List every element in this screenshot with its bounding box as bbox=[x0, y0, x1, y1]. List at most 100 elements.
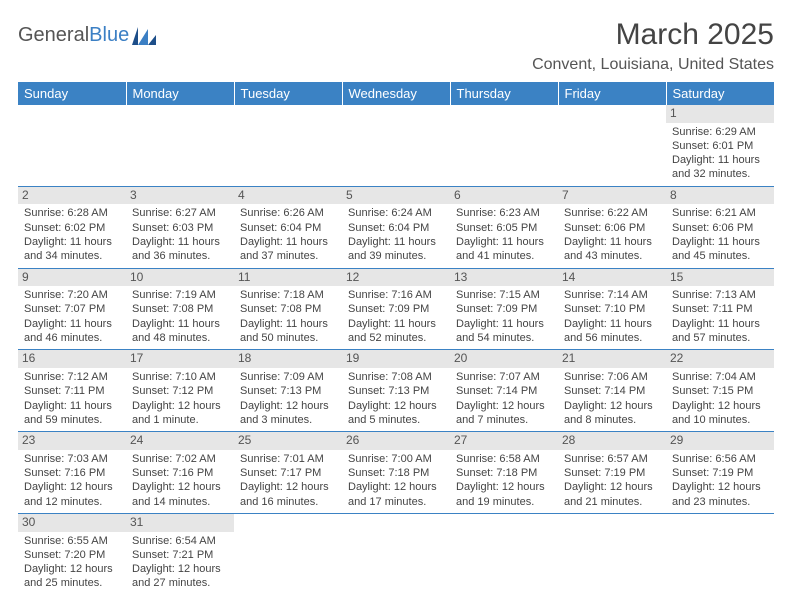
day-header: Saturday bbox=[666, 82, 774, 105]
calendar-week-row: 1Sunrise: 6:29 AMSunset: 6:01 PMDaylight… bbox=[18, 105, 774, 186]
calendar-day-cell bbox=[450, 105, 558, 186]
calendar-day-cell: 5Sunrise: 6:24 AMSunset: 6:04 PMDaylight… bbox=[342, 186, 450, 268]
daylight-text: Daylight: 11 hours and 54 minutes. bbox=[456, 317, 552, 346]
sunrise-text: Sunrise: 7:09 AM bbox=[240, 370, 336, 384]
sunset-text: Sunset: 7:21 PM bbox=[132, 548, 228, 562]
day-number: 4 bbox=[234, 187, 342, 205]
flag-icon bbox=[132, 27, 156, 45]
day-number bbox=[342, 105, 450, 123]
sunset-text: Sunset: 7:20 PM bbox=[24, 548, 120, 562]
day-number bbox=[450, 105, 558, 123]
day-number bbox=[18, 105, 126, 123]
daylight-text: Daylight: 12 hours and 16 minutes. bbox=[240, 480, 336, 509]
daylight-text: Daylight: 11 hours and 43 minutes. bbox=[564, 235, 660, 264]
sunset-text: Sunset: 7:18 PM bbox=[456, 466, 552, 480]
day-number bbox=[342, 514, 450, 532]
calendar-day-cell bbox=[18, 105, 126, 186]
daylight-text: Daylight: 12 hours and 27 minutes. bbox=[132, 562, 228, 591]
sunset-text: Sunset: 7:07 PM bbox=[24, 302, 120, 316]
calendar-day-cell: 29Sunrise: 6:56 AMSunset: 7:19 PMDayligh… bbox=[666, 432, 774, 514]
calendar-day-cell: 10Sunrise: 7:19 AMSunset: 7:08 PMDayligh… bbox=[126, 268, 234, 350]
day-number: 25 bbox=[234, 432, 342, 450]
calendar-week-row: 30Sunrise: 6:55 AMSunset: 7:20 PMDayligh… bbox=[18, 513, 774, 594]
calendar-day-cell: 18Sunrise: 7:09 AMSunset: 7:13 PMDayligh… bbox=[234, 350, 342, 432]
sunrise-text: Sunrise: 6:58 AM bbox=[456, 452, 552, 466]
calendar-day-cell: 1Sunrise: 6:29 AMSunset: 6:01 PMDaylight… bbox=[666, 105, 774, 186]
calendar-page: GeneralBlue March 2025 Convent, Louisian… bbox=[0, 0, 792, 605]
calendar-day-cell: 4Sunrise: 6:26 AMSunset: 6:04 PMDaylight… bbox=[234, 186, 342, 268]
calendar-day-cell bbox=[666, 513, 774, 594]
daylight-text: Daylight: 11 hours and 45 minutes. bbox=[672, 235, 768, 264]
day-number: 19 bbox=[342, 350, 450, 368]
sunrise-text: Sunrise: 7:01 AM bbox=[240, 452, 336, 466]
sunset-text: Sunset: 7:16 PM bbox=[132, 466, 228, 480]
day-number: 9 bbox=[18, 269, 126, 287]
calendar-day-cell: 13Sunrise: 7:15 AMSunset: 7:09 PMDayligh… bbox=[450, 268, 558, 350]
sunrise-text: Sunrise: 7:02 AM bbox=[132, 452, 228, 466]
day-number: 29 bbox=[666, 432, 774, 450]
sunrise-text: Sunrise: 6:24 AM bbox=[348, 206, 444, 220]
day-number bbox=[234, 514, 342, 532]
month-title: March 2025 bbox=[532, 18, 774, 52]
day-number bbox=[234, 105, 342, 123]
daylight-text: Daylight: 12 hours and 25 minutes. bbox=[24, 562, 120, 591]
sunrise-text: Sunrise: 6:23 AM bbox=[456, 206, 552, 220]
sunrise-text: Sunrise: 7:13 AM bbox=[672, 288, 768, 302]
sunset-text: Sunset: 6:05 PM bbox=[456, 221, 552, 235]
daylight-text: Daylight: 12 hours and 1 minute. bbox=[132, 399, 228, 428]
calendar-day-cell: 8Sunrise: 6:21 AMSunset: 6:06 PMDaylight… bbox=[666, 186, 774, 268]
day-number bbox=[558, 105, 666, 123]
sunset-text: Sunset: 7:13 PM bbox=[240, 384, 336, 398]
brand-text-1: General bbox=[18, 24, 89, 46]
day-number: 24 bbox=[126, 432, 234, 450]
daylight-text: Daylight: 11 hours and 48 minutes. bbox=[132, 317, 228, 346]
day-number: 31 bbox=[126, 514, 234, 532]
day-number: 21 bbox=[558, 350, 666, 368]
day-number: 6 bbox=[450, 187, 558, 205]
title-block: March 2025 Convent, Louisiana, United St… bbox=[532, 18, 774, 74]
sunrise-text: Sunrise: 6:56 AM bbox=[672, 452, 768, 466]
calendar-week-row: 9Sunrise: 7:20 AMSunset: 7:07 PMDaylight… bbox=[18, 268, 774, 350]
calendar-day-cell: 20Sunrise: 7:07 AMSunset: 7:14 PMDayligh… bbox=[450, 350, 558, 432]
day-header: Friday bbox=[558, 82, 666, 105]
day-number bbox=[666, 514, 774, 532]
calendar-day-cell bbox=[234, 105, 342, 186]
day-number: 13 bbox=[450, 269, 558, 287]
daylight-text: Daylight: 12 hours and 10 minutes. bbox=[672, 399, 768, 428]
day-header: Monday bbox=[126, 82, 234, 105]
sunset-text: Sunset: 7:11 PM bbox=[672, 302, 768, 316]
calendar-day-cell: 22Sunrise: 7:04 AMSunset: 7:15 PMDayligh… bbox=[666, 350, 774, 432]
sunset-text: Sunset: 7:11 PM bbox=[24, 384, 120, 398]
sunset-text: Sunset: 7:16 PM bbox=[24, 466, 120, 480]
sunset-text: Sunset: 7:08 PM bbox=[240, 302, 336, 316]
sunset-text: Sunset: 6:06 PM bbox=[564, 221, 660, 235]
calendar-day-cell bbox=[450, 513, 558, 594]
sunrise-text: Sunrise: 7:06 AM bbox=[564, 370, 660, 384]
daylight-text: Daylight: 11 hours and 46 minutes. bbox=[24, 317, 120, 346]
sunset-text: Sunset: 7:19 PM bbox=[672, 466, 768, 480]
daylight-text: Daylight: 12 hours and 14 minutes. bbox=[132, 480, 228, 509]
calendar-day-cell bbox=[234, 513, 342, 594]
calendar-table: Sunday Monday Tuesday Wednesday Thursday… bbox=[18, 82, 774, 595]
sunrise-text: Sunrise: 7:14 AM bbox=[564, 288, 660, 302]
day-header: Wednesday bbox=[342, 82, 450, 105]
calendar-day-cell: 12Sunrise: 7:16 AMSunset: 7:09 PMDayligh… bbox=[342, 268, 450, 350]
sunset-text: Sunset: 6:06 PM bbox=[672, 221, 768, 235]
day-number: 2 bbox=[18, 187, 126, 205]
day-number bbox=[126, 105, 234, 123]
sunrise-text: Sunrise: 6:28 AM bbox=[24, 206, 120, 220]
day-number: 28 bbox=[558, 432, 666, 450]
sunset-text: Sunset: 7:09 PM bbox=[456, 302, 552, 316]
day-header: Sunday bbox=[18, 82, 126, 105]
calendar-day-cell bbox=[342, 105, 450, 186]
sunset-text: Sunset: 7:08 PM bbox=[132, 302, 228, 316]
sunrise-text: Sunrise: 6:55 AM bbox=[24, 534, 120, 548]
daylight-text: Daylight: 12 hours and 19 minutes. bbox=[456, 480, 552, 509]
sunrise-text: Sunrise: 6:57 AM bbox=[564, 452, 660, 466]
daylight-text: Daylight: 11 hours and 56 minutes. bbox=[564, 317, 660, 346]
day-number: 30 bbox=[18, 514, 126, 532]
day-number: 11 bbox=[234, 269, 342, 287]
day-number: 27 bbox=[450, 432, 558, 450]
sunrise-text: Sunrise: 7:08 AM bbox=[348, 370, 444, 384]
sunset-text: Sunset: 7:17 PM bbox=[240, 466, 336, 480]
